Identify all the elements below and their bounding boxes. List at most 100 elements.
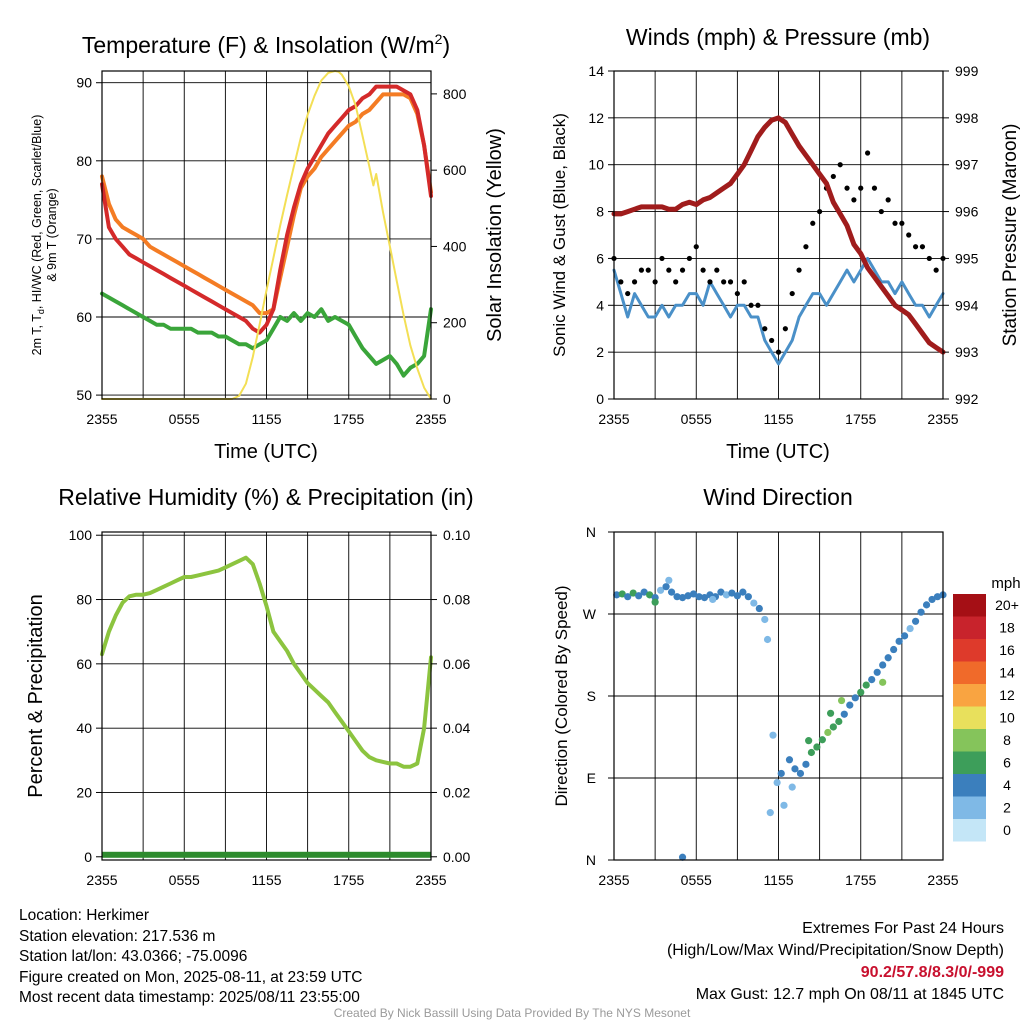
direction-point <box>763 635 772 644</box>
humidity-ytick-right-label: 0.00 <box>443 849 470 865</box>
winds-ylabel-left: Sonic Wind & Gust (Blue, Black) <box>550 113 569 357</box>
winds-xtick-label: 1755 <box>845 411 876 427</box>
extremes-subtitle: (High/Low/Max Wind/Precipitation/Snow De… <box>666 942 1004 959</box>
temperature-ytick-right-label: 400 <box>443 238 467 254</box>
credit-text: Created By Nick Bassill Using Data Provi… <box>333 1006 691 1020</box>
direction-point <box>613 591 621 599</box>
direction-point <box>624 593 632 601</box>
humidity-ytick-label: 80 <box>76 592 92 608</box>
winds-ylabel-right: Station Pressure (Maroon) <box>1000 124 1021 347</box>
gust-point <box>700 267 706 273</box>
legend-title: mph <box>991 575 1020 592</box>
direction-point <box>678 853 687 861</box>
direction-point <box>933 593 942 601</box>
gust-point <box>810 220 816 226</box>
gust-point <box>885 197 891 203</box>
winds-ytick-right-label: 996 <box>955 204 979 220</box>
temperature-plot-frame <box>101 70 432 400</box>
winds-ytick-label: 12 <box>588 110 604 126</box>
direction-point <box>761 615 769 624</box>
gust-point <box>707 279 713 285</box>
direction-point <box>805 737 813 745</box>
direction-point <box>906 624 914 633</box>
winds-plot-frame <box>613 70 944 400</box>
winds-xtick-label: 1155 <box>763 411 793 427</box>
winds-ytick-right-label: 994 <box>955 297 979 313</box>
winds-ytick-label: 6 <box>596 250 604 266</box>
direction-panel: Wind Direction 2355 0555 1155 1755 2355NWSEN… <box>552 484 1021 888</box>
direction-point <box>879 661 887 669</box>
direction-point <box>678 594 687 602</box>
legend-label: 16 <box>999 642 1015 658</box>
direction-xtick-label: 1155 <box>763 872 793 888</box>
legend-label: 8 <box>1003 732 1011 748</box>
gust-point <box>871 185 878 191</box>
humidity-title: Relative Humidity (%) & Precipitation (i… <box>58 484 473 510</box>
direction-point <box>667 588 676 596</box>
recent-data-text: Most recent data timestamp: 2025/08/11 2… <box>19 989 360 1006</box>
gust-point <box>734 290 740 297</box>
humidity-ytick-right-label: 0.06 <box>443 656 470 672</box>
direction-point <box>651 598 659 606</box>
temperature-xtick-label: 2355 <box>415 411 446 427</box>
direction-point <box>755 604 763 613</box>
winds-title: Winds (mph) & Pressure (mb) <box>626 24 930 50</box>
humidity-ytick-label: 100 <box>69 527 93 543</box>
direction-point <box>922 601 931 609</box>
legend-swatch <box>953 774 986 797</box>
extremes-info: Extremes For Past 24 Hours (High/Low/Max… <box>667 918 1004 1006</box>
direction-point <box>857 688 865 696</box>
direction-point <box>928 595 936 604</box>
direction-xtick-label: 1755 <box>845 872 876 888</box>
humidity-xtick-label: 1755 <box>333 872 364 888</box>
temperature-xtick-label: 1155 <box>251 411 281 427</box>
gust-point <box>830 173 836 180</box>
wind-speed-line <box>612 256 945 366</box>
winds-ytick-right-label: 997 <box>955 157 979 173</box>
gust-point <box>933 267 939 273</box>
temperature-ytick-label: 60 <box>76 309 92 325</box>
direction-point <box>802 760 810 768</box>
gust-point <box>638 267 645 273</box>
direction-xtick-label: 0555 <box>681 872 712 888</box>
direction-ytick-label: N <box>586 852 596 868</box>
direction-point <box>826 709 835 717</box>
direction-point <box>788 783 796 791</box>
gust-point <box>878 208 884 215</box>
direction-point <box>662 583 670 591</box>
legend-label: 12 <box>999 687 1015 703</box>
legend-swatch <box>953 661 986 684</box>
direction-point <box>665 576 673 584</box>
direction-ytick-label: E <box>587 770 596 786</box>
legend-label: 0 <box>1003 822 1011 838</box>
gust-point <box>769 337 775 344</box>
winds-ytick-right-label: 998 <box>955 110 979 126</box>
legend-swatch <box>953 639 986 662</box>
humidity-xtick-label: 2355 <box>86 872 117 888</box>
direction-point <box>901 632 909 640</box>
direction-point <box>709 595 717 604</box>
direction-point <box>766 809 774 817</box>
temperature-xtick-label: 1755 <box>333 411 364 427</box>
direction-point <box>695 593 703 601</box>
gust-point <box>796 267 802 273</box>
direction-point <box>818 736 826 744</box>
temperature-ylabel-right: Solar Insolation (Yellow) <box>484 128 506 342</box>
humidity-ytick-label: 0 <box>84 849 92 865</box>
direction-point <box>640 588 648 596</box>
gust-point <box>865 150 871 156</box>
legend-label: 4 <box>1003 777 1011 793</box>
gust-point <box>721 279 727 285</box>
legend-label: 6 <box>1003 755 1011 771</box>
winds-xlabel: Time (UTC) <box>726 441 830 463</box>
temperature-ylabel-left: 2m T, Td, HI/WC (Red, Green, Scarlet/Blu… <box>30 115 46 356</box>
gust-point <box>912 244 919 250</box>
direction-point <box>785 756 794 764</box>
direction-ytick-label: N <box>586 524 596 540</box>
temperature-ytick-label: 90 <box>76 75 92 91</box>
winds-ytick-label: 2 <box>596 344 604 360</box>
direction-point <box>728 589 736 597</box>
humidity-line <box>100 555 433 769</box>
humidity-ytick-label: 60 <box>76 656 92 672</box>
gust-point <box>858 185 864 191</box>
